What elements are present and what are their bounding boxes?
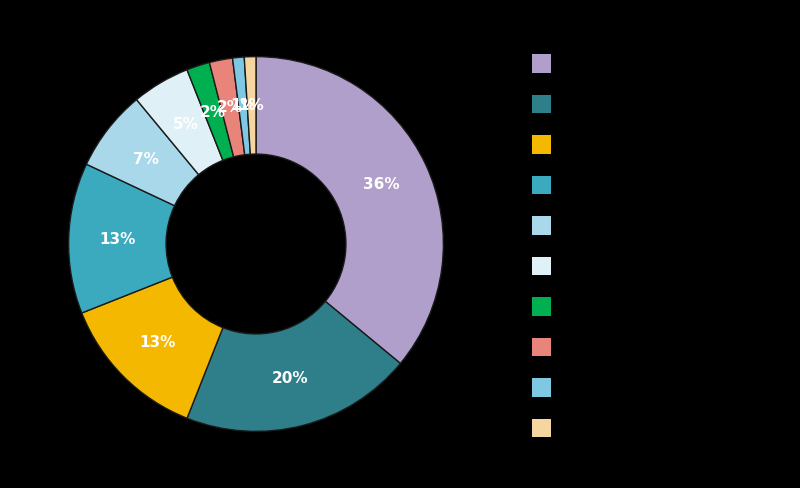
Wedge shape	[137, 70, 223, 175]
Text: 13%: 13%	[99, 232, 135, 247]
Wedge shape	[233, 57, 250, 155]
Wedge shape	[244, 57, 256, 154]
Wedge shape	[187, 62, 234, 161]
Wedge shape	[86, 100, 198, 206]
Text: 5%: 5%	[173, 117, 198, 132]
Text: 7%: 7%	[134, 151, 159, 166]
Text: 1%: 1%	[230, 99, 256, 113]
Wedge shape	[69, 164, 174, 313]
Wedge shape	[210, 58, 245, 157]
Wedge shape	[256, 57, 443, 364]
Text: 2%: 2%	[217, 101, 243, 115]
Wedge shape	[82, 277, 223, 418]
Wedge shape	[187, 301, 400, 431]
Text: 2%: 2%	[200, 104, 226, 120]
Text: 13%: 13%	[140, 335, 176, 349]
Text: 36%: 36%	[363, 178, 400, 192]
Text: 20%: 20%	[272, 371, 309, 386]
Text: 1%: 1%	[238, 98, 265, 113]
